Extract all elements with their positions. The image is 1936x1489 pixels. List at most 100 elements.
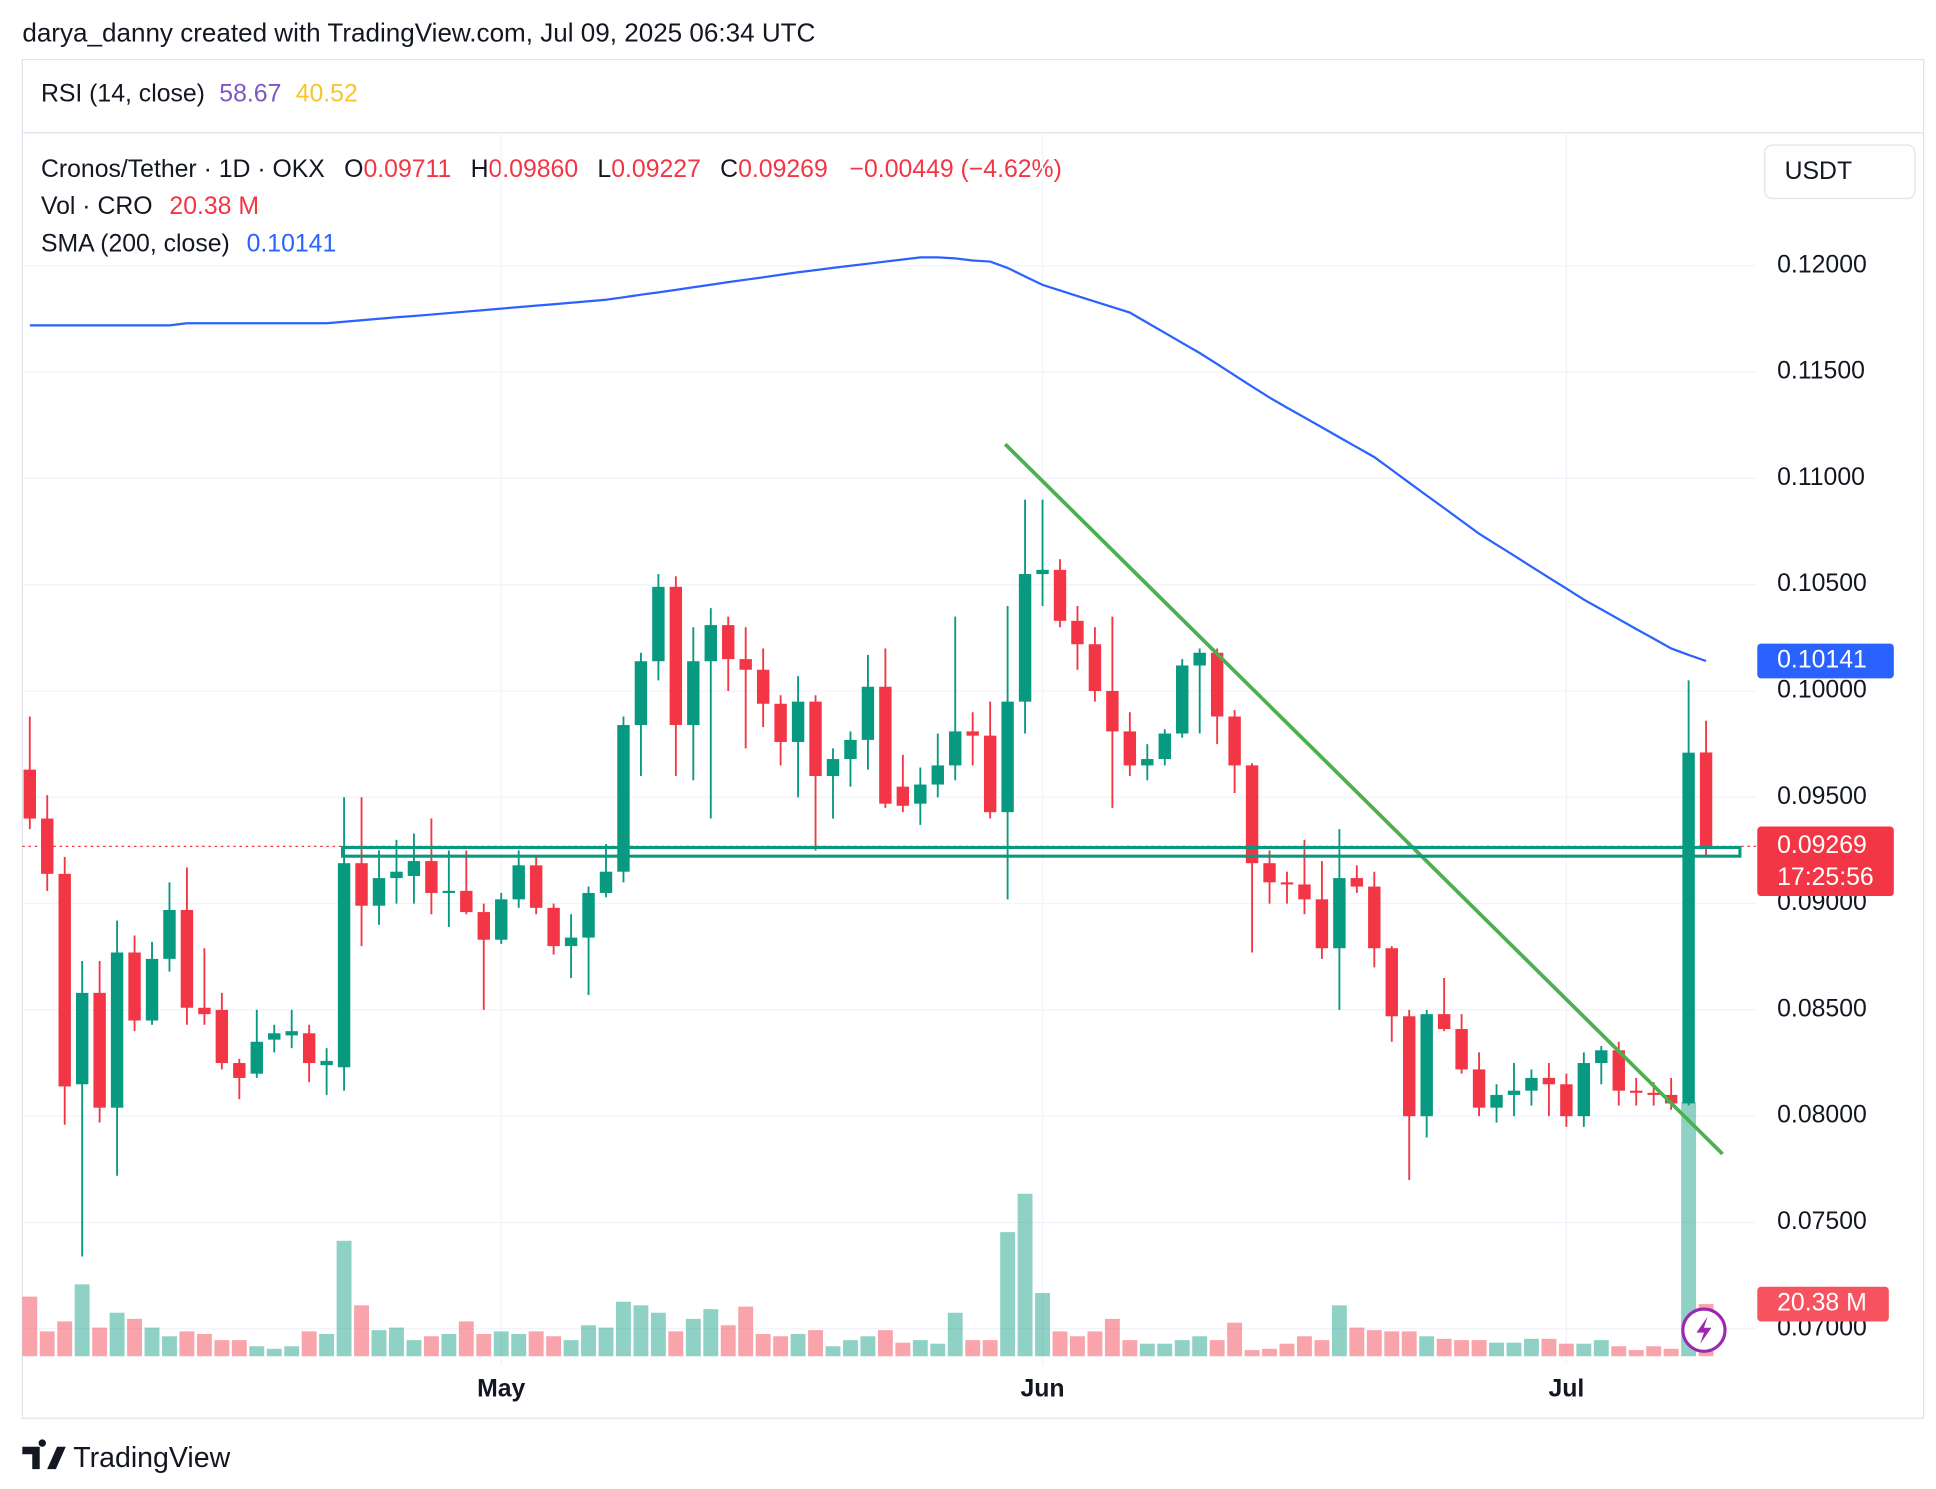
candle-body	[215, 1009, 229, 1064]
volume-bar	[1366, 1330, 1382, 1357]
candle-body	[495, 899, 508, 940]
candle-body	[110, 952, 124, 1108]
axis-labels: 0.070000.075000.080000.085000.090000.095…	[477, 251, 1894, 1402]
candle-body	[372, 878, 386, 906]
candle-body	[931, 765, 944, 785]
candle-body	[1385, 948, 1398, 1017]
volume-bar	[773, 1336, 789, 1357]
candle-body	[268, 1033, 281, 1040]
y-tick-label: 0.08500	[1777, 995, 1867, 1022]
candle-body	[163, 909, 176, 959]
candle-body	[774, 703, 787, 743]
candle-body	[966, 731, 979, 736]
candle-body	[861, 686, 875, 740]
candle-body	[407, 861, 421, 876]
candle-body	[652, 586, 665, 662]
currency-button[interactable]	[1764, 144, 1916, 200]
candle-body	[337, 863, 351, 1068]
support-zone	[340, 845, 1742, 858]
candle-body	[1525, 1077, 1538, 1091]
candle-body	[704, 625, 717, 662]
volume-bar	[1576, 1343, 1592, 1357]
candle-body	[1228, 716, 1241, 766]
candle-body	[1333, 878, 1346, 949]
candle-body	[1210, 652, 1224, 717]
candle-body	[1612, 1050, 1625, 1091]
volume-bar	[162, 1336, 177, 1357]
volume-bar	[1436, 1338, 1452, 1357]
volume-bar	[755, 1333, 771, 1357]
y-tick-label: 0.11500	[1777, 358, 1865, 385]
volume-bar	[1541, 1338, 1557, 1357]
candle-body	[1088, 644, 1102, 692]
candle-body	[1071, 620, 1084, 645]
volume-bar	[1174, 1340, 1190, 1357]
volume-bar	[1611, 1346, 1627, 1357]
candle-body	[1368, 886, 1381, 949]
candle-body	[355, 863, 368, 906]
volume-bar	[1087, 1331, 1103, 1357]
volume-bar	[57, 1321, 73, 1357]
x-tick-label: Jun	[1020, 1375, 1064, 1402]
volume-bar	[1052, 1331, 1068, 1357]
candle-body	[1123, 731, 1137, 766]
rsi-label: RSI (14, close)	[41, 80, 205, 107]
candle-body	[512, 865, 525, 900]
volume-bar	[39, 1331, 55, 1357]
candle-body	[844, 739, 857, 760]
sma-name: SMA (200, close)	[41, 230, 230, 257]
volume-bar	[982, 1340, 998, 1357]
chart-frame	[21, 58, 1925, 1419]
volume-bar	[214, 1340, 230, 1357]
candle-body	[1542, 1077, 1556, 1085]
volume-bar	[1506, 1342, 1522, 1357]
candle-body	[1630, 1090, 1643, 1093]
candle-body	[1647, 1092, 1660, 1095]
candle-body	[809, 701, 822, 777]
volume-bar	[1401, 1331, 1417, 1357]
trendline	[1003, 442, 1724, 1156]
candle-body	[1053, 569, 1067, 621]
volume-bar	[231, 1340, 247, 1357]
volume-name: Vol · CRO	[41, 193, 153, 220]
volume-bar	[546, 1336, 562, 1357]
candle-body	[198, 1007, 211, 1015]
candle-body	[1682, 752, 1695, 1104]
volume-bar	[843, 1340, 858, 1357]
candle-body	[599, 871, 613, 893]
candle-body	[582, 892, 595, 938]
volume-bar	[1471, 1340, 1487, 1357]
volume-bar	[336, 1240, 352, 1357]
credit: darya_danny created with TradingView.com…	[22, 18, 815, 48]
volume-bar	[1524, 1338, 1539, 1357]
candle-body	[180, 909, 194, 1008]
candle-body	[739, 659, 752, 670]
volume-bar	[458, 1321, 474, 1357]
candle-body	[547, 907, 560, 947]
y-tick-label: 0.12000	[1777, 251, 1867, 278]
candle-body	[826, 759, 840, 777]
volume-bar	[92, 1327, 108, 1357]
volume-bar	[196, 1333, 212, 1357]
candle-body	[879, 686, 892, 804]
candle-body	[460, 890, 473, 913]
volume-bar	[1244, 1350, 1260, 1357]
candle-body	[1245, 765, 1259, 864]
y-tick-label: 0.11000	[1777, 464, 1865, 491]
y-tick-label: 0.10000	[1777, 677, 1867, 704]
volume-bar	[738, 1306, 754, 1357]
volume-bar	[1314, 1340, 1330, 1357]
candle-body	[128, 952, 141, 1021]
candle-body	[529, 865, 543, 908]
volume-box	[1757, 1286, 1889, 1322]
volume-bar	[249, 1346, 265, 1357]
alert-icon	[1696, 1316, 1712, 1344]
candle-body	[564, 937, 578, 947]
currency[interactable]: USDT	[1785, 158, 1853, 185]
volume-bar	[127, 1318, 142, 1357]
volume-bar	[581, 1325, 596, 1357]
candle-body	[983, 735, 997, 813]
volume-bar	[1628, 1350, 1644, 1357]
candle-body	[949, 731, 962, 766]
